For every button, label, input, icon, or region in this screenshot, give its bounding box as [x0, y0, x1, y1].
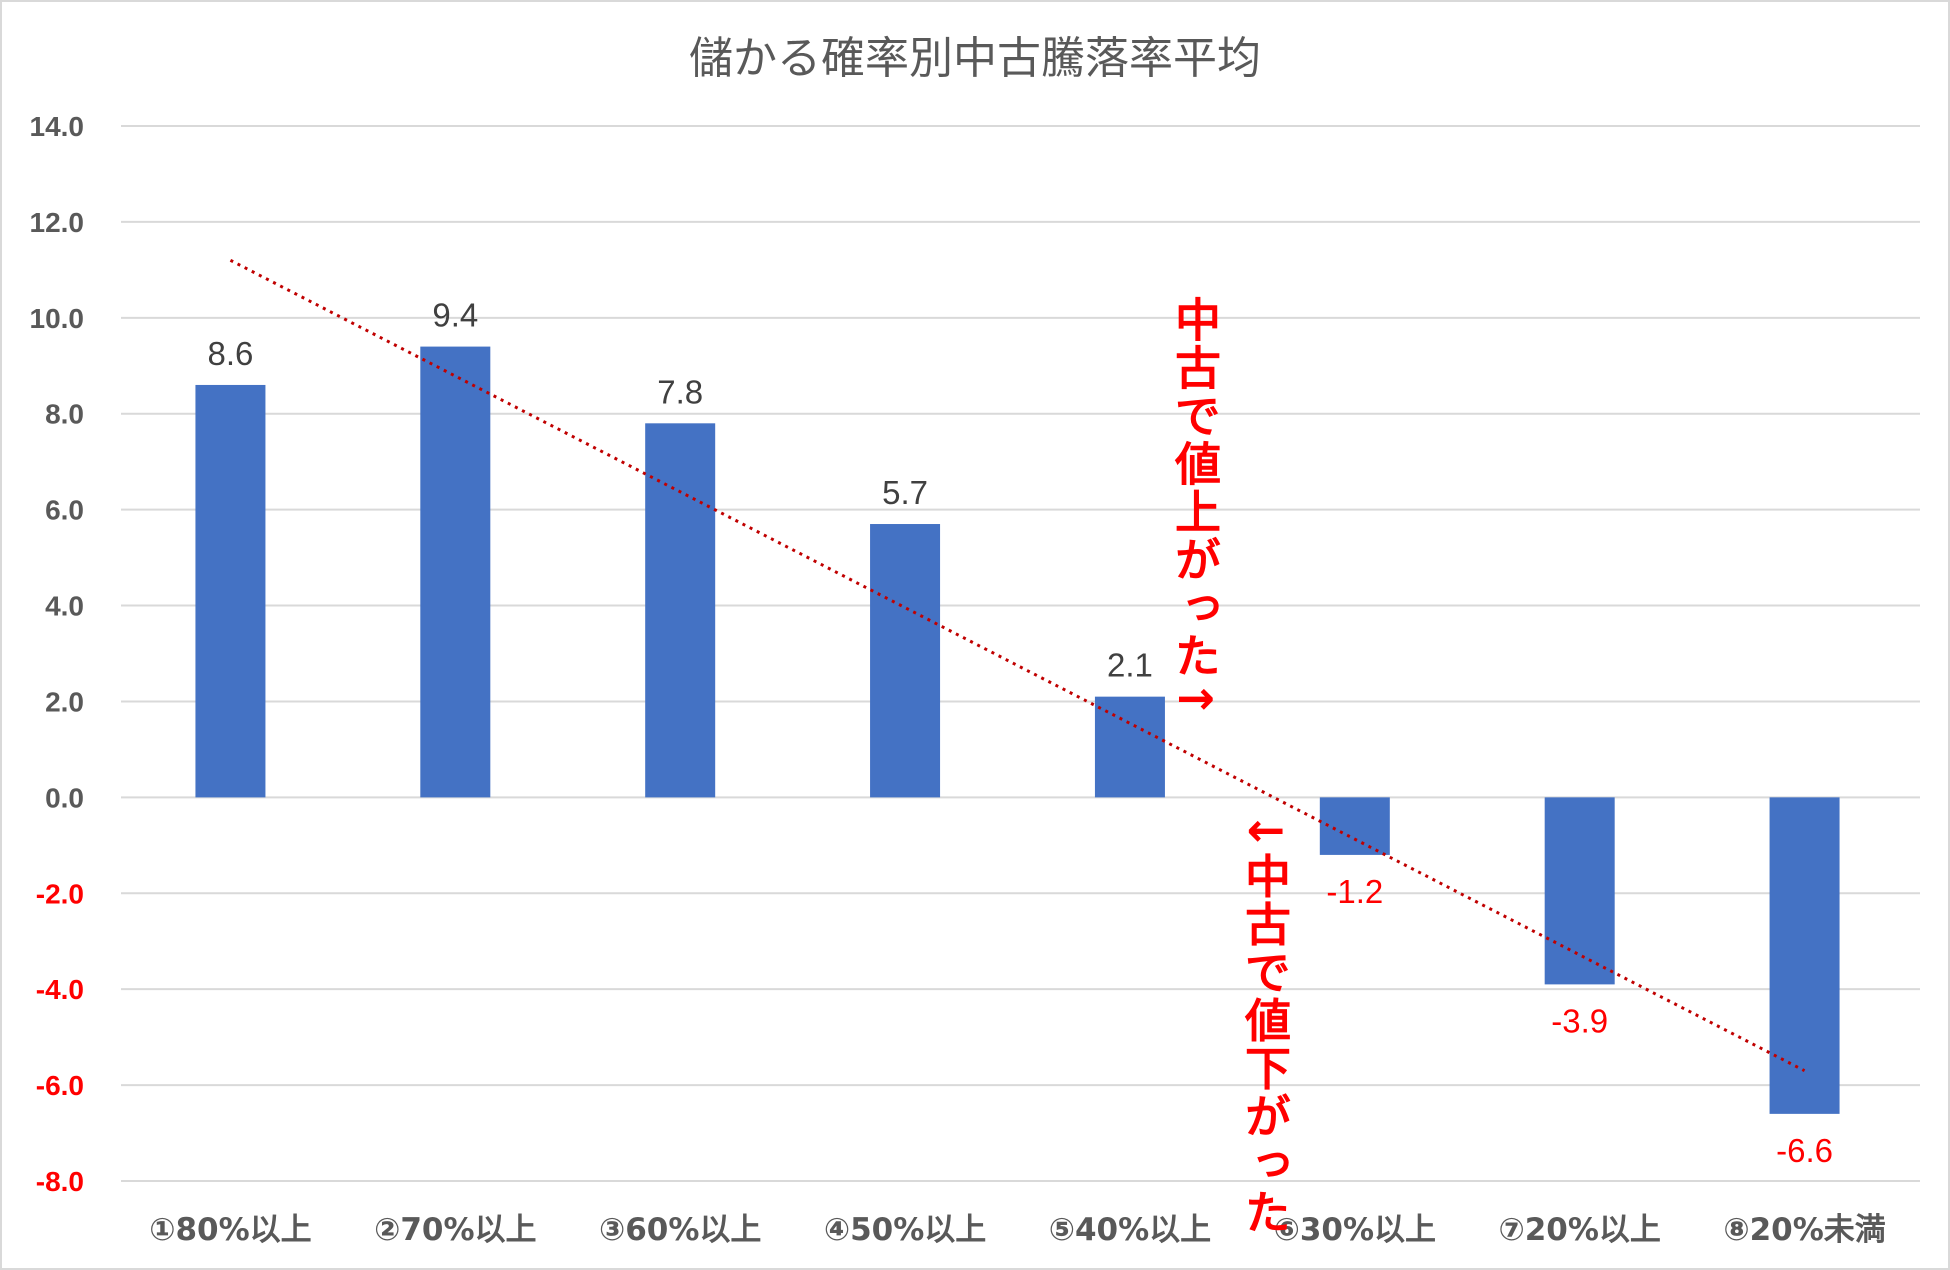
y-tick-label: -6.0: [36, 1070, 84, 1101]
bar: [195, 384, 266, 798]
bar: [1094, 696, 1165, 798]
x-tick-label: ⑦20%以上: [1498, 1212, 1660, 1248]
data-label: -3.9: [1551, 1002, 1608, 1039]
data-label: -6.6: [1776, 1132, 1833, 1169]
bar: [1319, 797, 1390, 855]
y-tick-label: 12.0: [30, 207, 85, 238]
bar: [870, 524, 941, 798]
y-tick-label: 4.0: [45, 591, 84, 622]
data-label: 5.7: [882, 474, 928, 511]
bar: [420, 346, 491, 798]
x-tick-label: ③60%以上: [599, 1212, 761, 1248]
chart-title: 儲かる確率別中古騰落率平均: [689, 33, 1261, 84]
data-label: 8.6: [208, 335, 254, 372]
bar: [645, 423, 716, 798]
bar: [1544, 797, 1615, 985]
y-tick-label: -4.0: [36, 974, 84, 1005]
y-tick-label: 0.0: [45, 782, 84, 813]
x-tick-label: ①80%以上: [149, 1212, 311, 1248]
data-label: -1.2: [1326, 873, 1383, 910]
y-tick-label: -8.0: [36, 1166, 84, 1197]
y-tick-label: 2.0: [45, 686, 84, 717]
y-tick-label: 8.0: [45, 399, 84, 430]
annotation-price-down: ↓中古で値下がった: [1238, 812, 1292, 1237]
data-label: 2.1: [1107, 647, 1153, 684]
y-tick-label: 6.0: [45, 495, 84, 526]
x-tick-label: ②70%以上: [374, 1212, 536, 1248]
data-label: 9.4: [432, 297, 478, 334]
bar: [1769, 797, 1840, 1114]
y-tick-label: -2.0: [36, 878, 84, 909]
x-tick-label: ⑤40%以上: [1049, 1212, 1211, 1248]
x-tick-label: ④50%以上: [824, 1212, 986, 1248]
x-tick-label: ⑥30%以上: [1274, 1212, 1436, 1248]
annotation-price-up: 中古で値上がった↑: [1168, 296, 1222, 721]
x-tick-label: ⑧20%未満: [1723, 1212, 1885, 1248]
data-label: 7.8: [657, 373, 703, 410]
y-tick-label: 14.0: [30, 111, 85, 142]
y-tick-label: 10.0: [30, 303, 85, 334]
